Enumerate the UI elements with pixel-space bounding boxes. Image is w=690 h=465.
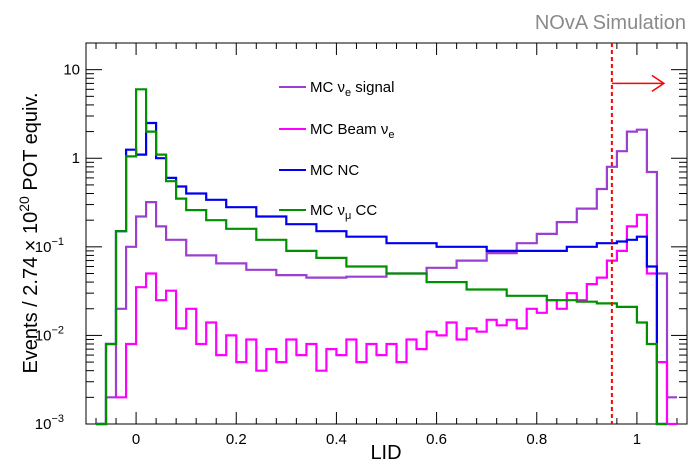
legend-entry-nc: MC NC <box>279 162 359 179</box>
plot-frame <box>85 42 688 425</box>
x-tick-label: 0 <box>132 431 140 448</box>
y-axis-title: Events / 2.74 × 1020 POT equiv. <box>16 92 42 373</box>
series-line-2 <box>96 121 667 426</box>
legend-label-nc: MC NC <box>310 162 359 179</box>
x-axis-title: LID <box>370 442 401 464</box>
legend-entry-beam-nue: MC Beam νe <box>279 121 394 141</box>
legend-label-beam-nue: MC Beam νe <box>310 121 394 141</box>
series-line-3 <box>96 88 667 426</box>
y-tick-label: 10−2 <box>35 324 64 344</box>
legend-entry-numu-cc: MC νμ CC <box>279 202 377 222</box>
legend-label-nue-signal: MC νe signal <box>310 79 394 99</box>
y-axis-ticks: 10−3 10−2 10−1 1 10 <box>35 62 687 433</box>
legend-label-numu-cc: MC νμ CC <box>310 202 377 222</box>
x-tick-label: 0.6 <box>426 431 447 448</box>
cut-arrow-head <box>651 74 666 93</box>
y-tick-label: 10−3 <box>35 413 64 433</box>
chart-header-label: NOvA Simulation <box>535 12 686 34</box>
x-tick-label: 0.4 <box>326 431 347 448</box>
y-tick-label: 10−1 <box>35 236 64 256</box>
y-tick-label: 10 <box>63 62 80 79</box>
cut-layer <box>610 43 666 424</box>
x-tick-label: 0.2 <box>226 431 247 448</box>
series-layer <box>96 88 677 426</box>
x-tick-label: 0.8 <box>526 431 547 448</box>
y-tick-label: 1 <box>72 150 80 167</box>
series-line-1 <box>116 213 677 426</box>
legend: MC νe signal MC Beam νe MC NC MC νμ CC <box>279 79 394 222</box>
legend-entry-nue-signal: MC νe signal <box>279 79 394 99</box>
x-axis-ticks: 0 0.2 0.4 0.6 0.8 1 <box>95 43 678 448</box>
series-line-0 <box>96 128 677 426</box>
x-tick-label: 1 <box>633 431 641 448</box>
